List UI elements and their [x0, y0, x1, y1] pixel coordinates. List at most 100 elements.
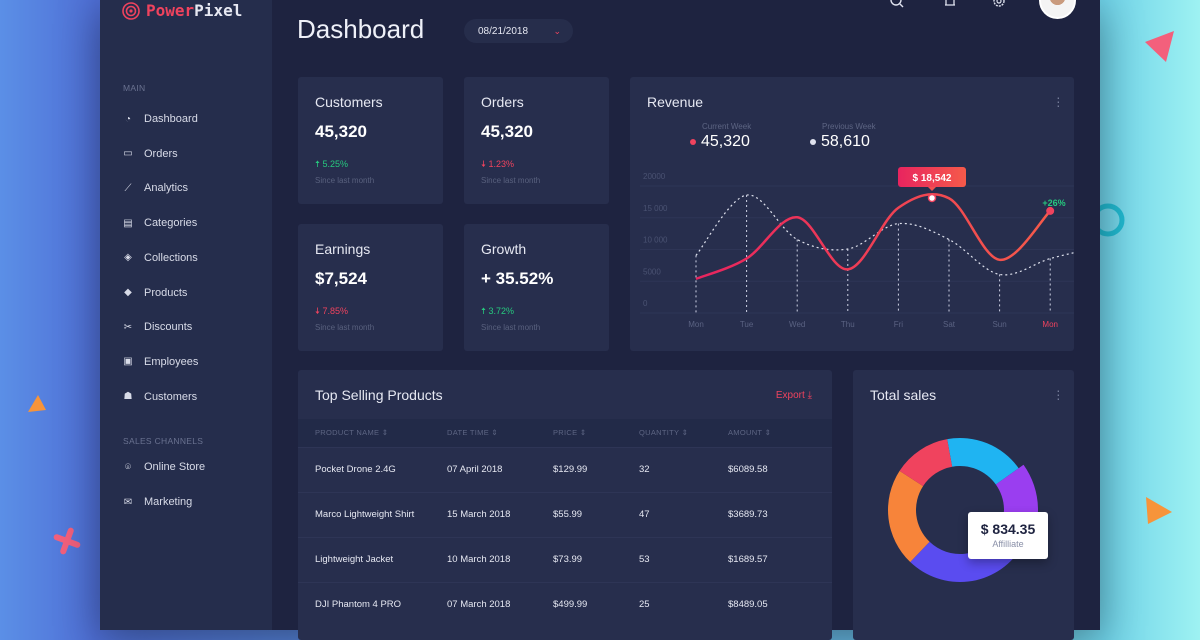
x-tick-label: Wed [789, 320, 805, 329]
card-title: Top Selling Products [315, 387, 443, 403]
logo-icon [122, 1, 140, 20]
tag-icon: ◆ [124, 287, 132, 298]
tags-icon: ◈ [124, 252, 132, 264]
stat-title: Orders [481, 94, 524, 110]
sort-icon: ⇕ [681, 428, 689, 438]
triangle-decoration [28, 395, 46, 412]
sidebar-item-orders[interactable]: ▭ Orders [122, 147, 178, 160]
revenue-card: Revenue · · · Current Week 45,320 Previous … [630, 77, 1074, 351]
donut-slice[interactable] [899, 439, 953, 487]
sidebar-item-analytics[interactable]: ⟋ Analytics [122, 182, 189, 195]
archive-icon: ▤ [123, 217, 133, 229]
tooltip-pointer [928, 187, 936, 191]
revenue-tooltip [898, 167, 966, 187]
sidebar-item-label: Employees [144, 355, 199, 368]
column-header[interactable]: QUANTITY ⇕ [639, 419, 728, 447]
column-header[interactable]: AMOUNT ⇕ [728, 419, 832, 447]
sidebar-item-label: Discounts [144, 321, 193, 334]
card-title: Revenue [647, 94, 704, 110]
users-icon: ☗ [123, 391, 133, 403]
search-icon[interactable] [890, 0, 904, 8]
sidebar-item-label: Analytics [144, 182, 189, 195]
table-cell: 15 March 2018 [447, 491, 553, 537]
table-cell: $73.99 [553, 536, 639, 582]
table-cell: $1689.57 [728, 536, 832, 582]
y-tick-label: 10 000 [643, 236, 668, 245]
sidebar-item-categories[interactable]: ▤ Categories [122, 217, 197, 229]
table-cell: $499.99 [553, 581, 639, 627]
stat-since: Since last month [315, 176, 375, 185]
stat-card-customers: Customers 45,320 🠅 5.25% Since last month [298, 77, 443, 204]
table-cell: 53 [639, 536, 728, 582]
stat-title: Earnings [315, 241, 371, 257]
plus-decoration [53, 527, 81, 555]
stat-card-earnings: Earnings $7,524 🠇 7.85% Since last month [298, 224, 443, 351]
column-header[interactable]: PRODUCT NAME ⇕ [298, 419, 447, 447]
logo[interactable]: PowerPixel [122, 1, 242, 20]
sidebar-item-online-store[interactable]: ⌾ Online Store [122, 461, 205, 473]
triangle-decoration [1145, 31, 1174, 62]
previous-week-line [695, 194, 1074, 276]
stat-title: Growth [481, 241, 527, 257]
current-week-stat: Current Week 45,320 [690, 122, 751, 151]
section-label-main: MAIN [123, 83, 146, 93]
bell-icon[interactable] [943, 0, 957, 8]
sidebar-item-label: Online Store [144, 461, 206, 473]
sidebar-item-label: Products [144, 286, 188, 299]
sidebar-item-marketing[interactable]: ✉ Marketing [122, 496, 193, 508]
sidebar-item-products[interactable]: ◆ Products [122, 287, 187, 299]
gear-icon[interactable] [992, 0, 1006, 8]
sidebar-item-label: Dashboard [144, 113, 198, 125]
peak-marker[interactable] [927, 193, 937, 203]
export-button[interactable]: Export ⤓ [775, 390, 812, 401]
more-options-icon[interactable]: · · · [1056, 89, 1061, 113]
y-tick-label: 15 000 [643, 204, 668, 213]
column-header[interactable]: DATE TIME ⇕ [447, 419, 553, 447]
y-tick-label: 20000 [643, 172, 666, 181]
date-picker[interactable]: 08/21/2018 ⌄ [464, 19, 573, 43]
products-table: PRODUCT NAME ⇕ DATE TIME ⇕ PRICE ⇕ QUANTITY… [298, 419, 832, 627]
table-cell: 25 [639, 581, 728, 627]
more-options-icon[interactable]: · · · [1056, 382, 1061, 406]
sidebar-item-dashboard[interactable]: ◔ Dashboard [122, 113, 198, 125]
avatar[interactable] [1039, 0, 1076, 19]
sidebar-item-label: Orders [144, 147, 178, 160]
table-row[interactable]: DJI Phantom 4 PRO 07 March 2018 $499.99 25 $… [298, 581, 832, 627]
arrow-down-icon: 🠇 [315, 306, 323, 316]
stat-change: 🠇 1.23% [481, 159, 514, 169]
stat-value: 45,320 [315, 122, 367, 141]
donut-slice[interactable] [888, 470, 930, 563]
triangle-decoration [1146, 497, 1172, 524]
total-sales-card: Total sales · · · $ 834.35 Affilliate [853, 370, 1074, 640]
table-cell: $3689.73 [728, 491, 832, 537]
table-cell: $8489.05 [728, 581, 832, 627]
table-cell: 07 March 2018 [447, 581, 553, 627]
sidebar-item-discounts[interactable]: ✂ Discounts [122, 321, 193, 334]
page-title: Dashboard [297, 14, 425, 44]
sidebar-item-label: Marketing [144, 496, 193, 508]
stat-since: Since last month [481, 176, 541, 185]
table-row[interactable]: Pocket Drone 2.4G 07 April 2018 $129.99 32 $… [298, 446, 832, 492]
stat-value: + 35.52% [481, 269, 554, 288]
x-tick-label: Sun [992, 320, 1006, 329]
table-cell: 47 [639, 491, 728, 537]
table-row[interactable]: Lightweight Jacket 10 March 2018 $73.99 53 $… [298, 536, 832, 582]
scissors-icon: ✂ [123, 321, 133, 333]
table-row[interactable]: Marco Lightweight Shirt 15 March 2018 $55.… [298, 491, 832, 537]
sidebar-item-collections[interactable]: ◈ Collections [122, 252, 198, 264]
sort-icon: ⇕ [491, 428, 498, 438]
sidebar-item-customers[interactable]: ☗ Customers [122, 391, 198, 403]
sidebar-item-employees[interactable]: ▣ Employees [122, 356, 198, 368]
column-header[interactable]: PRICE ⇕ [553, 419, 639, 447]
x-tick-label: Tue [740, 320, 754, 329]
donut-slice[interactable] [947, 438, 1019, 485]
sort-icon: ⇕ [764, 428, 772, 438]
y-tick-label: 0 [643, 299, 648, 308]
chevron-down-icon: ⌄ [553, 25, 561, 36]
x-tick-label: Mon [1042, 320, 1058, 329]
tooltip-value: $ 18,542 [913, 173, 952, 184]
stat-change: 🠅 5.25% [315, 159, 348, 169]
arrow-up-icon: 🠅 [481, 306, 489, 316]
sort-icon: ⇕ [381, 428, 389, 438]
table-cell: DJI Phantom 4 PRO [298, 581, 447, 627]
